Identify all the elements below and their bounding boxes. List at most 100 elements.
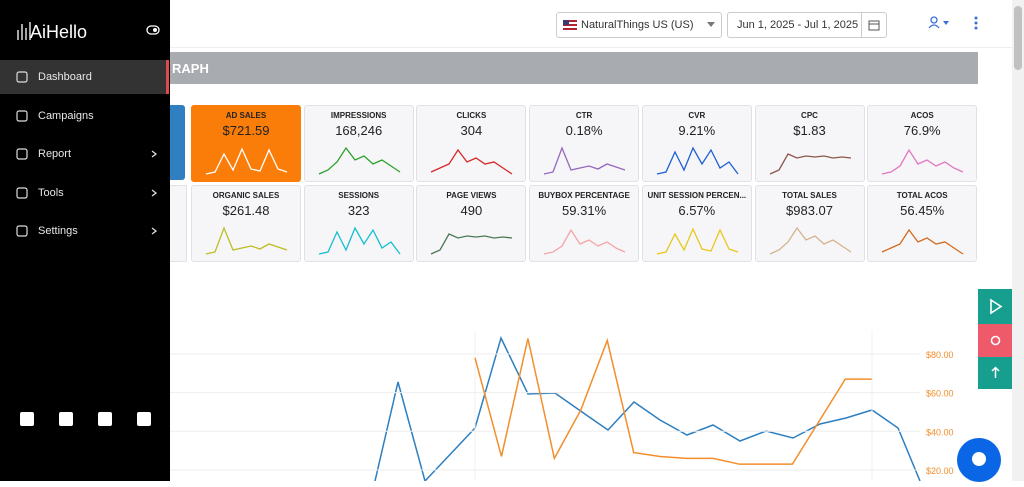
metric-card[interactable]: AD SALES $721.59: [191, 105, 301, 182]
sparkline: [205, 226, 288, 255]
sparkline: [431, 148, 513, 175]
metric-card[interactable]: CVR 9.21%: [641, 105, 752, 182]
metric-value: 304: [460, 123, 483, 138]
scroll-thumb[interactable]: [1014, 6, 1022, 70]
metric-card[interactable]: IMPRESSIONS 168,246: [303, 105, 414, 182]
metric-label: PAGE VIEWS: [446, 191, 497, 200]
sparkline: [543, 228, 626, 255]
metric-value: $721.59: [222, 123, 270, 138]
sparkline: [656, 146, 739, 175]
metric-label: SESSIONS: [338, 191, 380, 200]
metric-card[interactable]: ORGANIC SALES $261.48: [191, 185, 301, 262]
sparkline-path: [431, 233, 513, 255]
sparkline-path: [205, 226, 288, 255]
metric-value: $983.07: [786, 203, 833, 218]
nav-icon: [16, 148, 28, 160]
metric-value: 56.45%: [900, 203, 945, 218]
divider: [861, 13, 862, 37]
play-icon: [990, 298, 1003, 315]
gear-icon: [990, 335, 1001, 346]
sparkline: [543, 146, 626, 175]
sparkline-path: [882, 148, 964, 175]
sparkline-path: [656, 146, 739, 175]
nav-item[interactable]: Dashboard: [0, 60, 166, 94]
sparkline: [318, 146, 401, 175]
sparkline-path: [543, 146, 626, 175]
metric-value: $1.83: [793, 123, 826, 138]
twitter[interactable]: [98, 412, 112, 426]
metric-label: CTR: [575, 111, 593, 120]
sparkline-path: [318, 226, 401, 255]
metric-label: CPC: [801, 111, 818, 120]
chevron: [151, 188, 157, 197]
chevron-shape: [151, 188, 157, 197]
sparkline: [431, 233, 513, 255]
marketplace: NaturalThings US (US): [581, 19, 694, 31]
more-menu[interactable]: [973, 16, 979, 30]
metric-label: CVR: [688, 111, 706, 120]
linkedin[interactable]: [20, 412, 34, 426]
metric-card[interactable]: TOTAL ACOS 56.45%: [867, 185, 978, 262]
toggle[interactable]: [146, 25, 160, 35]
caret: [707, 22, 715, 27]
top-button[interactable]: [978, 357, 1013, 389]
metric-card[interactable]: PAGE VIEWS 490: [416, 185, 527, 262]
metric-card[interactable]: BUYBOX PERCENTAGE 59.31%: [529, 185, 640, 262]
metric-value: 9.21%: [678, 123, 716, 138]
chevron: [151, 150, 157, 158]
brand: AiHello: [30, 22, 88, 42]
metric-card[interactable]: TOTAL SALES $983.07: [754, 185, 865, 262]
user-menu[interactable]: [928, 16, 952, 30]
play-button[interactable]: [978, 289, 1013, 324]
marketplace-select[interactable]: NaturalThings US (US): [556, 12, 722, 38]
nav-item[interactable]: Campaigns: [0, 99, 166, 133]
metric-value: 323: [347, 203, 370, 218]
sparkline: [769, 226, 851, 255]
section-header: RAPH: [170, 52, 978, 84]
facebook[interactable]: [59, 412, 73, 426]
sparkline: [882, 148, 964, 175]
metric-label: ORGANIC SALES: [212, 191, 280, 200]
icon-shape: [16, 71, 28, 83]
sparkline-path: [769, 153, 851, 175]
metric-card[interactable]: CPC $1.83: [754, 105, 865, 182]
metric-card[interactable]: UNIT SESSION PERCEN... 6.57%: [641, 185, 752, 262]
settings-button[interactable]: [978, 324, 1013, 357]
section-title: RAPH: [172, 61, 209, 76]
metric-card[interactable]: ACOS 76.9%: [867, 105, 978, 182]
sparkline: [318, 226, 401, 255]
metric-label: BUYBOX PERCENTAGE: [538, 191, 630, 200]
nav-label: Settings: [38, 225, 78, 237]
metric-card[interactable]: CLICKS 304: [416, 105, 527, 182]
nav-item[interactable]: Settings: [0, 214, 166, 248]
calendar-icon: [868, 20, 880, 31]
logo-icon: [17, 22, 31, 40]
sparkline: [881, 228, 964, 255]
chat-button[interactable]: [957, 438, 1001, 482]
nav-label: Dashboard: [38, 71, 92, 83]
youtube[interactable]: [137, 412, 151, 426]
sparkline: [656, 227, 739, 255]
nav-item[interactable]: Tools: [0, 176, 166, 210]
metric-label: AD SALES: [225, 111, 267, 120]
metric-card[interactable]: SESSIONS 323: [303, 185, 414, 262]
metric-card[interactable]: CTR 0.18%: [529, 105, 640, 182]
icon-shape: [16, 148, 28, 160]
flag: [563, 20, 577, 30]
metric-value: 0.18%: [565, 123, 603, 138]
date-picker[interactable]: Jun 1, 2025 - Jul 1, 2025: [727, 12, 887, 38]
y2-tick-label: $40.00: [926, 427, 954, 437]
icon-shape: [16, 186, 28, 199]
sparkline-path: [656, 227, 739, 255]
metric-label: UNIT SESSION PERCEN...: [647, 191, 747, 200]
sparkline-path: [318, 146, 401, 175]
sparkline-path: [543, 228, 626, 255]
series-line: [474, 337, 872, 465]
series-line: [374, 335, 921, 481]
chevron-shape: [151, 227, 157, 235]
nav-item[interactable]: Report: [0, 137, 166, 171]
sparkline-path: [431, 148, 513, 175]
nav-icon: [16, 225, 28, 237]
chevron: [151, 227, 157, 235]
